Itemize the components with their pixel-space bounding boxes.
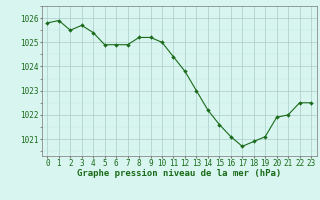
X-axis label: Graphe pression niveau de la mer (hPa): Graphe pression niveau de la mer (hPa) — [77, 169, 281, 178]
